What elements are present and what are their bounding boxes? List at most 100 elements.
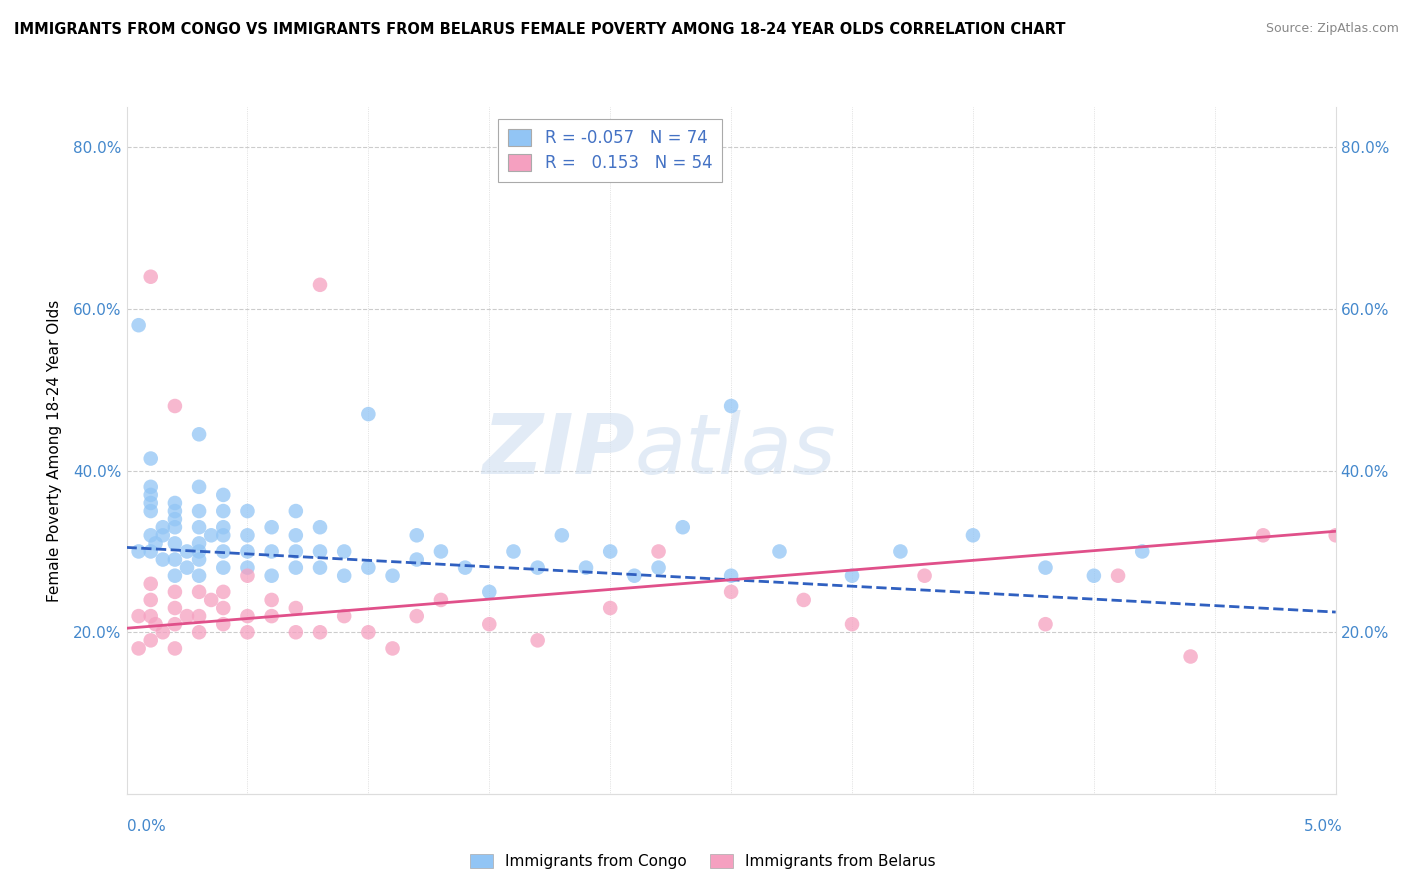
Point	[357, 625, 380, 640]
Point	[1035, 617, 1057, 632]
Point	[188, 427, 211, 442]
Point	[163, 641, 186, 656]
Point	[152, 528, 174, 542]
Point	[309, 560, 332, 574]
Point	[647, 544, 669, 558]
Point	[381, 641, 404, 656]
Point	[152, 552, 174, 566]
Point	[128, 641, 150, 656]
Point	[212, 488, 235, 502]
Point	[139, 269, 162, 284]
Legend: Immigrants from Congo, Immigrants from Belarus: Immigrants from Congo, Immigrants from B…	[464, 847, 942, 875]
Point	[1251, 528, 1274, 542]
Point	[212, 544, 235, 558]
Point	[333, 544, 356, 558]
Point	[309, 520, 332, 534]
Point	[139, 593, 162, 607]
Point	[163, 585, 186, 599]
Point	[284, 601, 307, 615]
Point	[139, 480, 162, 494]
Point	[309, 625, 332, 640]
Point	[128, 609, 150, 624]
Point	[163, 617, 186, 632]
Point	[163, 512, 186, 526]
Point	[163, 536, 186, 550]
Point	[623, 568, 645, 582]
Point	[647, 560, 669, 574]
Point	[139, 544, 162, 558]
Point	[405, 552, 427, 566]
Point	[188, 585, 211, 599]
Point	[841, 568, 863, 582]
Point	[163, 568, 186, 582]
Point	[200, 528, 222, 542]
Point	[260, 520, 283, 534]
Point	[526, 560, 548, 574]
Text: 0.0%: 0.0%	[127, 820, 166, 834]
Point	[188, 552, 211, 566]
Point	[599, 544, 621, 558]
Point	[357, 560, 380, 574]
Point	[176, 544, 198, 558]
Point	[212, 585, 235, 599]
Point	[176, 609, 198, 624]
Point	[260, 544, 283, 558]
Text: IMMIGRANTS FROM CONGO VS IMMIGRANTS FROM BELARUS FEMALE POVERTY AMONG 18-24 YEAR: IMMIGRANTS FROM CONGO VS IMMIGRANTS FROM…	[14, 22, 1066, 37]
Text: 5.0%: 5.0%	[1303, 820, 1343, 834]
Legend: R = -0.057   N = 74, R =   0.153   N = 54: R = -0.057 N = 74, R = 0.153 N = 54	[498, 119, 723, 182]
Point	[212, 504, 235, 518]
Point	[260, 568, 283, 582]
Point	[889, 544, 911, 558]
Point	[139, 609, 162, 624]
Point	[236, 560, 259, 574]
Point	[599, 601, 621, 615]
Point	[212, 520, 235, 534]
Point	[478, 585, 501, 599]
Point	[1180, 649, 1202, 664]
Point	[139, 488, 162, 502]
Point	[430, 544, 453, 558]
Point	[284, 544, 307, 558]
Point	[914, 568, 936, 582]
Point	[720, 399, 742, 413]
Point	[260, 593, 283, 607]
Point	[139, 451, 162, 466]
Point	[841, 617, 863, 632]
Y-axis label: Female Poverty Among 18-24 Year Olds: Female Poverty Among 18-24 Year Olds	[46, 300, 62, 601]
Point	[236, 609, 259, 624]
Point	[1083, 568, 1105, 582]
Point	[768, 544, 790, 558]
Point	[139, 504, 162, 518]
Point	[793, 593, 815, 607]
Text: ZIP: ZIP	[482, 410, 634, 491]
Point	[309, 544, 332, 558]
Point	[526, 633, 548, 648]
Point	[163, 399, 186, 413]
Point	[1130, 544, 1153, 558]
Point	[236, 625, 259, 640]
Point	[176, 560, 198, 574]
Point	[188, 625, 211, 640]
Point	[720, 568, 742, 582]
Point	[575, 560, 598, 574]
Point	[152, 625, 174, 640]
Point	[212, 617, 235, 632]
Point	[145, 536, 167, 550]
Point	[284, 625, 307, 640]
Point	[236, 528, 259, 542]
Point	[212, 528, 235, 542]
Point	[502, 544, 524, 558]
Point	[309, 277, 332, 292]
Point	[551, 528, 574, 542]
Point	[163, 496, 186, 510]
Point	[284, 528, 307, 542]
Point	[430, 593, 453, 607]
Text: Source: ZipAtlas.com: Source: ZipAtlas.com	[1265, 22, 1399, 36]
Point	[200, 593, 222, 607]
Point	[163, 552, 186, 566]
Point	[405, 609, 427, 624]
Point	[236, 544, 259, 558]
Point	[381, 568, 404, 582]
Point	[1324, 528, 1347, 542]
Point	[188, 544, 211, 558]
